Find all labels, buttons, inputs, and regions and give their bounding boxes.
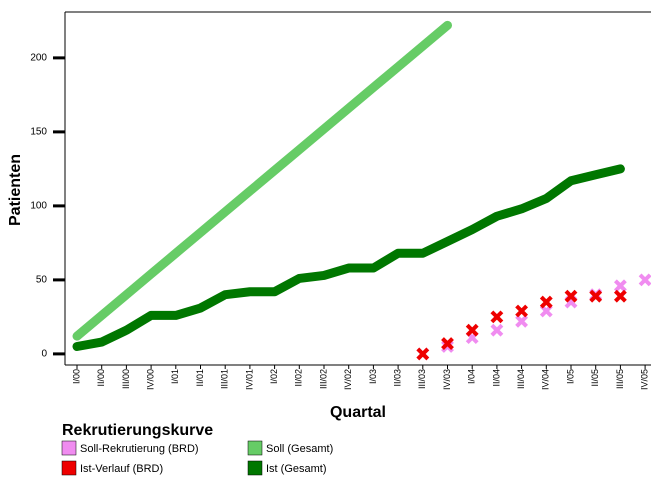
x-tick-label: IV/03: [442, 369, 452, 390]
x-tick-label: IV/01: [244, 369, 254, 390]
x-tick-label: I/04: [467, 369, 477, 384]
x-tick-label: II/03: [392, 369, 402, 387]
x-marker: [465, 323, 479, 337]
x-tick-label: III/00: [121, 369, 131, 389]
x-tick-label: I/00: [71, 369, 81, 384]
x-tick-label: II/02: [294, 369, 304, 387]
legend-swatch: [247, 440, 263, 456]
legend-label: Ist-Verlauf (BRD): [80, 463, 163, 475]
x-tick-label: II/00: [96, 369, 106, 387]
x-tick-label: I/03: [368, 369, 378, 384]
x-marker: [515, 304, 529, 318]
x-marker: [589, 289, 603, 303]
x-marker: [613, 289, 627, 303]
x-tick-label: II/01: [195, 369, 205, 387]
x-tick-label: IV/05: [639, 369, 649, 390]
x-marker: [490, 323, 504, 337]
x-marker: [515, 314, 529, 328]
x-tick-label: III/01: [220, 369, 230, 389]
x-marker: [564, 289, 578, 303]
legend-label: Soll-Rekrutierung (BRD): [80, 443, 199, 455]
x-tick-label: III/03: [417, 369, 427, 389]
x-tick-label: II/05: [590, 369, 600, 387]
x-marker: [416, 347, 430, 361]
x-tick-label: I/02: [269, 369, 279, 384]
y-tick-label: 150: [30, 127, 47, 138]
legend-swatch: [61, 460, 77, 476]
legend-title: Rekrutierungskurve: [62, 422, 213, 439]
x-tick-label: I/01: [170, 369, 180, 384]
x-marker: [539, 295, 553, 309]
legend-label: Soll (Gesamt): [266, 443, 333, 455]
x-marker: [490, 310, 504, 324]
x-marker: [441, 337, 454, 350]
x-tick-label: III/04: [516, 369, 526, 389]
x-marker: [613, 279, 627, 293]
x-tick-label: IV/02: [343, 369, 353, 390]
series-line: [72, 20, 452, 341]
x-axis-title: Quartal: [330, 404, 386, 421]
x-tick-label: IV/04: [541, 369, 551, 390]
x-tick-label: I/05: [565, 369, 575, 384]
legend-label: Ist (Gesamt): [266, 463, 327, 475]
x-tick-label: IV/00: [145, 369, 155, 390]
series-line: [72, 164, 625, 351]
x-tick-label: III/05: [615, 369, 625, 389]
x-tick-label: II/04: [491, 369, 501, 387]
y-tick-label: 100: [30, 201, 47, 212]
y-tick-label: 50: [36, 275, 48, 286]
x-tick-label: III/02: [318, 369, 328, 389]
legend-swatch: [247, 460, 263, 476]
x-marker: [441, 340, 454, 353]
x-marker: [638, 273, 651, 287]
y-tick-label: 200: [30, 53, 47, 64]
y-tick-label: 0: [41, 349, 47, 360]
legend-swatch: [61, 440, 77, 456]
y-axis-title: Patienten: [7, 154, 24, 226]
